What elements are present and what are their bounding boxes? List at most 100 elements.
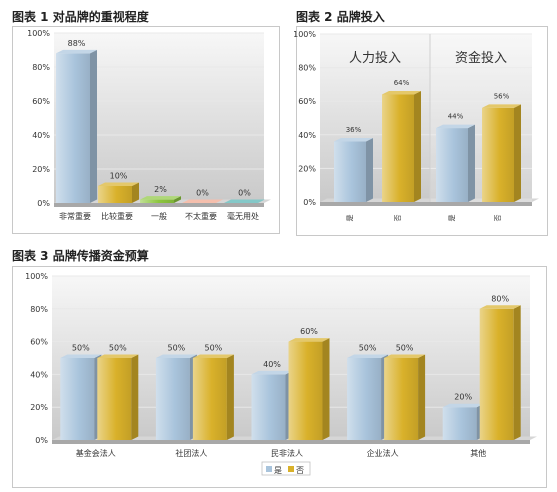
chart1-y-tick-label: 0%	[37, 199, 50, 208]
chart3-bar-top	[442, 403, 484, 408]
chart3-bar-top	[60, 354, 102, 358]
chart1-bar-front	[98, 186, 132, 203]
chart2-value-label: 36%	[346, 126, 362, 134]
chart3-legend-label: 否	[296, 466, 304, 475]
chart2-bar	[334, 138, 373, 202]
chart2-group-label: 人力投入	[349, 50, 401, 66]
chart1-bar	[224, 199, 265, 203]
chart2-y-tick-label: 60%	[298, 97, 316, 106]
chart3-bar-side	[226, 354, 234, 440]
chart2-bar	[482, 104, 521, 202]
chart2-bar-top	[382, 90, 421, 95]
chart2-x-tick-label: 否	[394, 215, 402, 222]
chart3-value-label: 50%	[72, 344, 90, 353]
chart3-value-label: 80%	[491, 294, 509, 303]
chart3-bar-front	[192, 358, 227, 440]
chart3-bar-top	[288, 338, 330, 342]
chart3-bar	[384, 354, 426, 440]
chart1-bar-side	[132, 182, 139, 203]
chart3-value-label: 50%	[359, 344, 377, 353]
chart3-value-label: 50%	[168, 344, 186, 353]
chart1-bar	[56, 49, 97, 204]
chart2-bar-front	[436, 128, 468, 202]
chart3-legend-box	[261, 461, 311, 476]
chart3-heading: 图表 3 品牌传播资金预算	[12, 249, 149, 263]
chart3-y-tick-label: 100%	[25, 272, 48, 281]
chart1-y-tick-label: 20%	[32, 165, 50, 174]
chart3-y-tick-label: 20%	[30, 403, 48, 412]
chart3-bar	[60, 354, 102, 440]
chart3-bar	[288, 338, 330, 440]
chart3-bar-front	[384, 358, 419, 440]
chart1-bar-top	[224, 199, 265, 203]
chart2-y-tick-label: 40%	[298, 131, 316, 140]
chart3-bar-top	[251, 370, 293, 375]
chart2-bar-top	[334, 138, 373, 142]
chart3-x-tick-label: 基金会法人	[76, 448, 116, 458]
chart2-x-tick-label: 是	[346, 215, 354, 222]
chart2-y-tick-label: 100%	[293, 30, 316, 39]
chart3-bar-front	[288, 341, 323, 440]
chart3-y-tick-label: 40%	[30, 370, 48, 379]
chart3-bar-front	[347, 358, 382, 440]
chart2-floor-edge	[320, 202, 532, 206]
chart2-bar	[382, 90, 421, 202]
chart3-bar-front	[442, 407, 477, 440]
chart1-bar-top	[56, 49, 97, 54]
chart2-bar	[436, 124, 475, 202]
chart3-x-tick-label: 民非法人	[271, 448, 303, 458]
chart3-bar-side	[418, 354, 426, 440]
chart3-bar-top	[479, 305, 521, 309]
chart1-y-tick-label: 80%	[32, 63, 50, 72]
chart2-y-tick-label: 20%	[298, 164, 316, 173]
chart2-bar-top	[482, 104, 521, 108]
chart3-bar	[479, 305, 521, 440]
chart3-value-label: 50%	[396, 344, 414, 353]
chart1-bar-top	[98, 182, 139, 186]
chart3-bar	[347, 354, 389, 440]
chart3-floor-edge	[52, 440, 530, 444]
chart3-bar-side	[131, 354, 139, 440]
chart1-bar	[98, 182, 139, 203]
chart1-y-tick-label: 40%	[32, 131, 50, 140]
chart3: 0% 20% 40% 60% 80% 100% 50% 50% 基金会法人 50% 50% 社团法人 4…	[25, 272, 537, 476]
chart1-bar-front	[56, 53, 90, 204]
chart1-bar-top	[140, 196, 181, 200]
chart3-x-tick-label: 企业法人	[367, 448, 399, 458]
chart3-bar	[155, 354, 197, 440]
chart1-x-tick-label: 一般	[151, 211, 167, 221]
chart2-group-label: 资金投入	[455, 50, 507, 66]
chart2-bar-front	[482, 107, 514, 202]
chart1-bar	[182, 199, 223, 203]
chart3-y-tick-label: 80%	[30, 305, 48, 314]
chart1: 0% 20% 40% 60% 80% 100% 88% 非常重要 10% 比较重要 2% 一般 0% 不太…	[27, 29, 271, 221]
chart3-bar-top	[97, 354, 139, 358]
chart2-bar-front	[382, 94, 414, 202]
chart3-value-label: 60%	[300, 327, 318, 336]
chart3-bar-front	[479, 308, 514, 440]
chart3-bar-front	[155, 358, 190, 440]
chart2-bar-side	[414, 90, 421, 202]
chart2-y-tick-label: 80%	[298, 64, 316, 73]
chart1-bar-side	[174, 196, 181, 203]
chart2-x-tick-label: 否	[494, 215, 502, 222]
chart2-bar-side	[514, 104, 521, 202]
chart2-heading: 图表 2 品牌投入	[296, 10, 385, 24]
chart3-value-label: 40%	[263, 360, 281, 369]
chart2-value-label: 64%	[394, 79, 410, 87]
chart3-bar-top	[384, 354, 426, 358]
chart1-value-label: 10%	[110, 172, 128, 181]
chart3-bar	[251, 370, 293, 440]
chart3-bar-top	[155, 354, 197, 358]
chart3-legend: 是否	[261, 461, 311, 476]
chart3-bar-front	[60, 358, 95, 440]
chart3-bar-front	[251, 374, 286, 440]
chart3-bar	[192, 354, 234, 440]
chart3-bar-top	[192, 354, 234, 358]
chart3-y-tick-label: 60%	[30, 338, 48, 347]
chart3-y-tick-label: 0%	[35, 436, 48, 445]
chart1-x-tick-label: 不太重要	[185, 211, 217, 221]
chart1-bar	[140, 196, 181, 203]
chart2-bar-top	[436, 124, 475, 129]
